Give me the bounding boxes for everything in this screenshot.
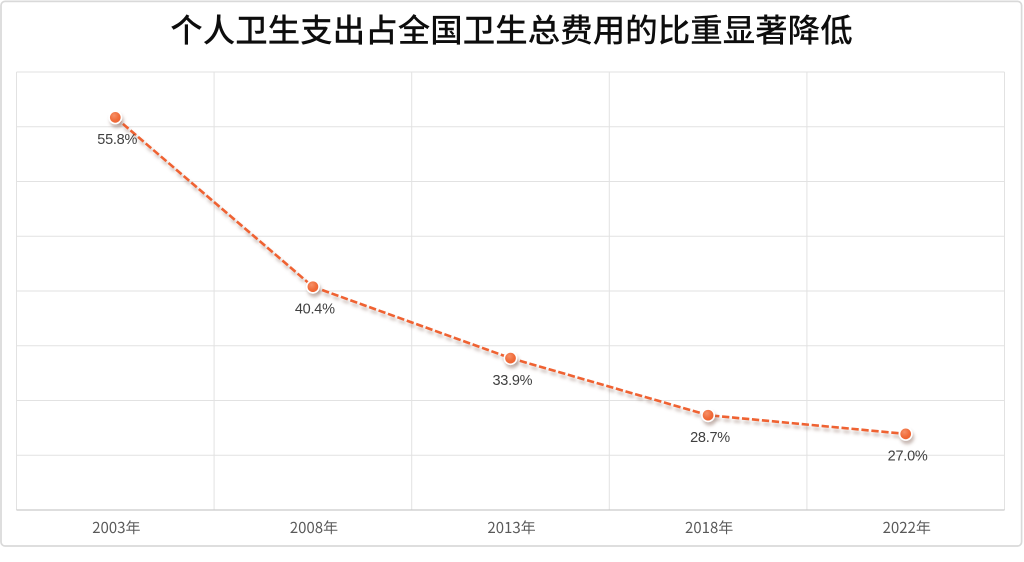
svg-text:27.0%: 27.0% [888, 449, 928, 465]
svg-text:55.8%: 55.8% [97, 132, 137, 148]
svg-text:28.7%: 28.7% [690, 430, 730, 446]
svg-text:40.4%: 40.4% [295, 302, 335, 318]
svg-text:33.9%: 33.9% [492, 373, 532, 389]
